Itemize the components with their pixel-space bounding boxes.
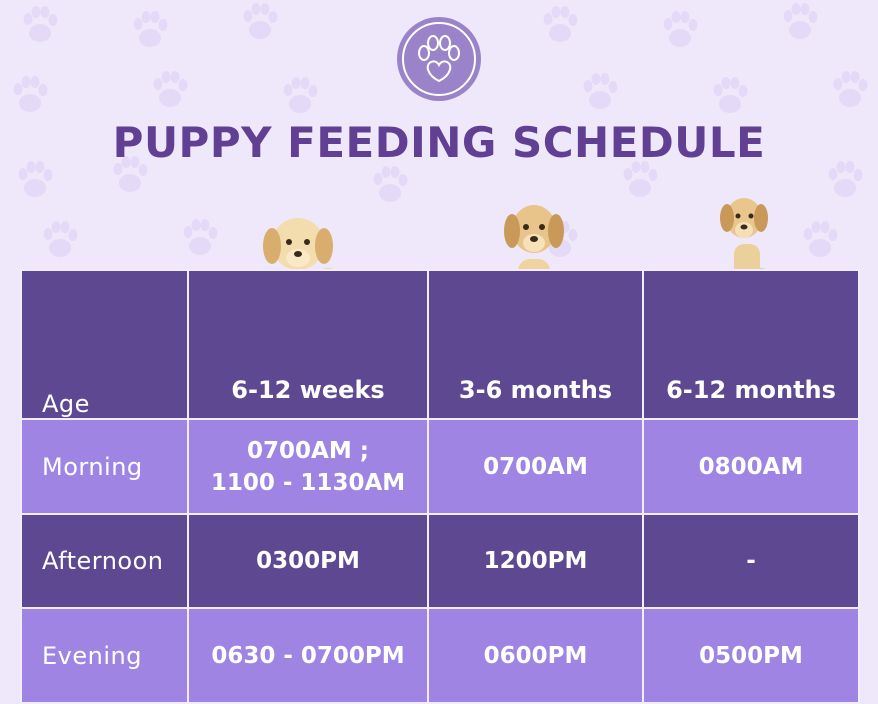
table-cell: -: [642, 513, 860, 609]
table-cell: 0630 - 0700PM: [187, 607, 429, 704]
row-label-afternoon: Afternoon: [20, 513, 189, 609]
cell-afternoon-6-12-months: -: [746, 548, 756, 574]
table-row-afternoon: Afternoon 0300PM 1200PM -: [20, 513, 860, 609]
cell-morning-3-6-months: 0700AM: [483, 453, 588, 480]
header-age-3-6-months: 3-6 months: [458, 376, 613, 404]
feeding-schedule-table: Age 6-12 weeks 3-6 months 6-12 months Mo…: [20, 269, 860, 704]
header-label-age: Age: [20, 269, 189, 420]
paw-heart-icon: [402, 22, 476, 96]
table-cell: 0300PM: [187, 513, 429, 609]
header-cell: 6-12 weeks: [187, 269, 429, 420]
table-row-evening: Evening 0630 - 0700PM 0600PM 0500PM: [20, 607, 860, 704]
cell-evening-6-12-months: 0500PM: [699, 642, 803, 669]
table-header-row: Age 6-12 weeks 3-6 months 6-12 months: [20, 269, 860, 420]
table-cell: 0600PM: [427, 607, 644, 704]
table-cell: 0800AM: [642, 418, 860, 515]
table-cell: 1200PM: [427, 513, 644, 609]
cell-afternoon-3-6-months: 1200PM: [483, 548, 588, 574]
table-row-morning: Morning 0700AM ; 1100 - 1130AM 0700AM 08…: [20, 418, 860, 515]
paw-heart-logo: [397, 17, 481, 101]
row-label-evening: Evening: [20, 607, 189, 704]
row-label-morning: Morning: [20, 418, 189, 515]
header-cell: 6-12 months: [642, 269, 860, 420]
header-cell: 3-6 months: [427, 269, 644, 420]
table-cell: 0700AM: [427, 418, 644, 515]
cell-morning-6-12-weeks: 0700AM ; 1100 - 1130AM: [210, 437, 406, 496]
cell-afternoon-6-12-weeks: 0300PM: [256, 548, 360, 574]
header-age-6-12-weeks: 6-12 weeks: [231, 376, 385, 404]
table-cell: 0500PM: [642, 607, 860, 704]
page-title: PUPPY FEEDING SCHEDULE: [112, 118, 766, 167]
cell-evening-6-12-weeks: 0630 - 0700PM: [211, 642, 405, 669]
cell-morning-6-12-months: 0800AM: [698, 453, 804, 480]
table-cell: 0700AM ; 1100 - 1130AM: [187, 418, 429, 515]
cell-evening-3-6-months: 0600PM: [483, 642, 588, 669]
header-age-6-12-months: 6-12 months: [666, 376, 836, 404]
